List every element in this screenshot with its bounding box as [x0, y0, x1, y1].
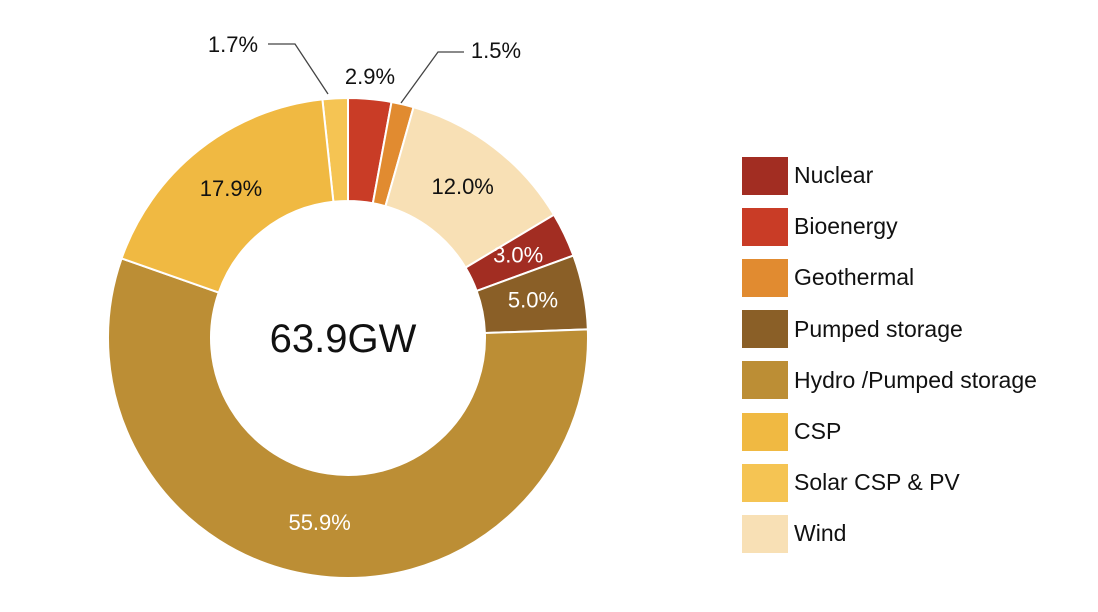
- slice-label-geothermal: 1.5%: [471, 38, 521, 63]
- legend-swatch-wind: [742, 514, 788, 553]
- legend-label-csp: CSP: [794, 418, 842, 445]
- legend-item-csp: CSP: [742, 406, 1037, 457]
- legend-swatch-geothermal: [742, 258, 788, 297]
- slice-csp: [120, 98, 335, 294]
- legend-item-nuclear: Nuclear: [742, 150, 1037, 201]
- legend-swatch-solar-csp-pv: [742, 463, 788, 502]
- legend-label-solar-csp-pv: Solar CSP & PV: [794, 469, 960, 496]
- legend-item-wind: Wind: [742, 508, 1037, 559]
- legend-label-hydro-pumped-storage: Hydro /Pumped storage: [794, 366, 1037, 393]
- slice-label-wind: 12.0%: [431, 174, 493, 199]
- legend-label-bioenergy: Bioenergy: [794, 213, 898, 240]
- legend-swatch-bioenergy: [742, 207, 788, 246]
- legend-item-hydro-pumped-storage: Hydro /Pumped storage: [742, 355, 1037, 406]
- legend: Nuclear Bioenergy Geothermal Pumped storage…: [742, 150, 1037, 560]
- legend-label-nuclear: Nuclear: [794, 162, 874, 189]
- center-total-label: 63.9GW: [270, 317, 417, 361]
- legend-label-geothermal: Geothermal: [794, 264, 915, 291]
- slice-hydro-pumped-storage: [107, 257, 589, 579]
- legend-item-pumped-storage: Pumped storage: [742, 304, 1037, 355]
- legend-swatch-csp: [742, 412, 788, 451]
- slice-labels: 1.7% 2.9% 1.5% 12.0% 3.0% 5.0% 55.9% 17.9%: [200, 32, 558, 535]
- legend-item-geothermal: Geothermal: [742, 252, 1037, 303]
- legend-label-wind: Wind: [794, 520, 847, 547]
- slice-label-nuclear: 3.0%: [493, 243, 543, 268]
- legend-swatch-nuclear: [742, 156, 788, 195]
- donut-slices: [107, 96, 589, 579]
- legend-item-bioenergy: Bioenergy: [742, 201, 1037, 252]
- legend-label-pumped-storage: Pumped storage: [794, 315, 963, 342]
- slice-label-csp: 17.9%: [200, 176, 262, 201]
- leader-line-geothermal: [400, 51, 464, 104]
- leader-line-solar-csp-pv: [268, 43, 329, 95]
- slice-label-bioenergy: 2.9%: [345, 64, 395, 89]
- slice-label-hydro-pumped-storage: 55.9%: [288, 510, 350, 535]
- slice-label-solar-csp-pv: 1.7%: [208, 32, 258, 57]
- callout-leader-lines: [268, 43, 464, 104]
- slice-label-pumped-storage: 5.0%: [508, 288, 558, 313]
- legend-swatch-pumped-storage: [742, 310, 788, 349]
- legend-item-solar-csp-pv: Solar CSP & PV: [742, 457, 1037, 508]
- legend-swatch-hydro-pumped-storage: [742, 361, 788, 400]
